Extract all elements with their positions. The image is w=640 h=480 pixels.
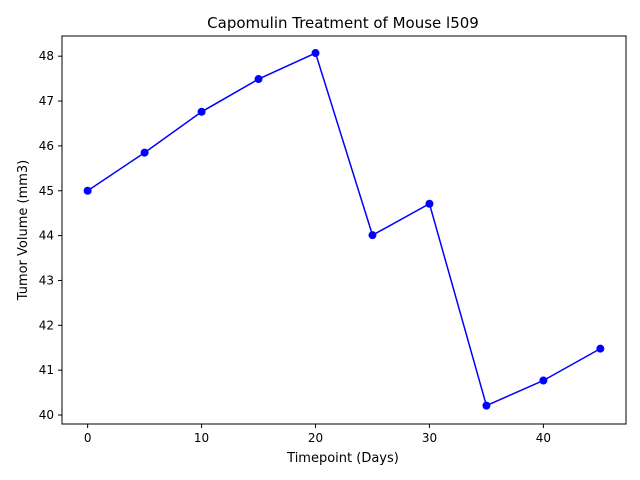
y-tick-label: 40 xyxy=(39,408,54,422)
data-point xyxy=(311,49,320,58)
x-tick-label: 10 xyxy=(194,431,209,445)
y-tick-label: 43 xyxy=(39,273,54,287)
data-point xyxy=(425,199,434,208)
y-tick-label: 44 xyxy=(39,229,54,243)
x-axis: 0 10 20 30 40 xyxy=(84,424,551,445)
x-tick-label: 40 xyxy=(536,431,551,445)
plot-area xyxy=(61,35,627,425)
y-axis-label: Tumor Volume (mm3) xyxy=(16,160,31,302)
x-tick-label: 0 xyxy=(84,431,92,445)
x-tick-label: 30 xyxy=(422,431,437,445)
data-point xyxy=(539,376,548,385)
chart-title: Capomulin Treatment of Mouse l509 xyxy=(207,14,479,32)
series-layer xyxy=(83,49,605,410)
data-point xyxy=(596,344,605,353)
data-point xyxy=(83,186,92,195)
y-axis: 40 41 42 43 44 45 46 47 48 xyxy=(39,49,62,422)
y-tick-label: 46 xyxy=(39,139,54,153)
data-point xyxy=(368,231,377,240)
data-point xyxy=(197,107,206,116)
y-tick-label: 45 xyxy=(39,184,54,198)
data-point xyxy=(140,148,149,157)
data-point xyxy=(482,401,491,410)
y-tick-label: 42 xyxy=(39,318,54,332)
x-tick-label: 20 xyxy=(308,431,323,445)
y-tick-label: 41 xyxy=(39,363,54,377)
data-point xyxy=(254,75,263,84)
y-tick-label: 47 xyxy=(39,94,54,108)
axes-frame xyxy=(61,35,627,425)
x-axis-label: Timepoint (Days) xyxy=(286,451,399,466)
y-tick-label: 48 xyxy=(39,49,54,63)
series-line xyxy=(87,52,601,407)
